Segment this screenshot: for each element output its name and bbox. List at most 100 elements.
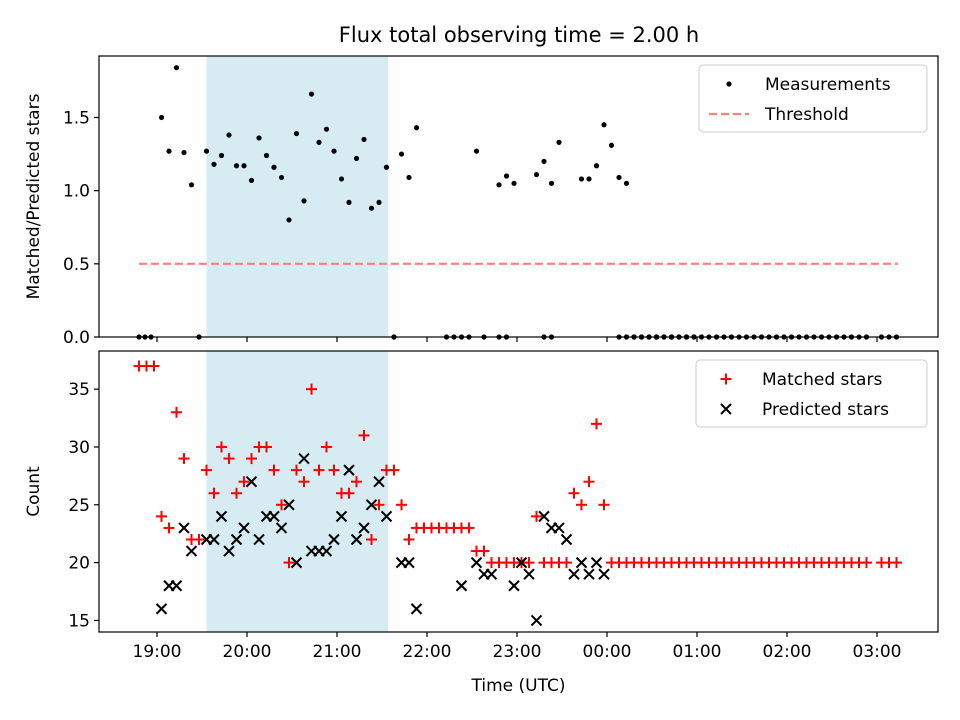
predicted-star-marker xyxy=(275,522,288,534)
x-b xyxy=(178,522,190,534)
measurement-point xyxy=(593,163,600,169)
predicted-star-marker xyxy=(238,522,250,534)
matched-star-marker xyxy=(171,406,182,418)
matched-star-marker xyxy=(861,557,872,569)
matched-star-marker xyxy=(193,533,205,545)
measurement-point xyxy=(181,149,187,156)
measurement-point xyxy=(586,176,592,182)
matched-star-marker xyxy=(358,429,370,441)
x-tick-label: 23:00 xyxy=(493,642,542,662)
x-b xyxy=(583,568,595,580)
predicted-star-marker xyxy=(508,580,520,592)
measurement-point xyxy=(406,174,412,181)
matched-star-marker xyxy=(351,476,362,488)
matched-star-marker xyxy=(576,499,587,511)
measurement-point xyxy=(218,152,225,159)
measurement-point xyxy=(473,148,480,154)
predicted-star-marker xyxy=(170,580,183,592)
measurement-point xyxy=(271,164,277,170)
measurement-point xyxy=(293,130,300,137)
legend: Matched stars Predicted stars xyxy=(695,359,928,428)
bottom-axes: 15 20 25 30 35 19:00 20:00 21:00 22:00 23:00 00:00… xyxy=(24,350,939,696)
y-axis-label: Matched/Predicted stars xyxy=(24,93,44,299)
x-b xyxy=(365,499,378,511)
matched-star-marker xyxy=(156,510,167,522)
x-b xyxy=(523,568,535,580)
y-tick-label: 0.5 xyxy=(63,255,90,275)
measurement-point xyxy=(188,182,195,188)
measurement-point xyxy=(601,122,607,128)
matched-star-marker xyxy=(591,418,602,430)
predicted-star-marker xyxy=(178,522,190,534)
matched-star-marker xyxy=(298,476,310,488)
matched-star-marker xyxy=(291,464,302,476)
matched-star-marker xyxy=(568,487,580,499)
measurement-point xyxy=(316,139,322,145)
matched-star-marker xyxy=(216,441,227,453)
measurement-point xyxy=(248,177,255,184)
predicted-star-marker xyxy=(230,533,243,546)
measurement-point xyxy=(413,125,420,131)
matched-star-marker xyxy=(478,545,490,557)
measurement-point xyxy=(173,65,180,71)
matched-star-marker xyxy=(403,533,415,545)
measurement-point xyxy=(308,91,315,97)
measurement-point xyxy=(376,199,382,205)
y-tick-label: 0.0 xyxy=(63,328,90,348)
predicted-star-marker xyxy=(343,464,355,476)
predicted-star-marker xyxy=(155,603,168,615)
predicted-star-marker xyxy=(208,533,220,546)
axes-frame xyxy=(98,350,939,633)
matched-star-marker xyxy=(396,499,407,511)
x-tick-label: 02:00 xyxy=(763,642,812,662)
x-b xyxy=(575,556,588,569)
x-b xyxy=(208,533,220,546)
x-b xyxy=(403,556,415,569)
matched-star-marker xyxy=(321,441,332,453)
x-tick-label: 20:00 xyxy=(223,642,272,662)
y-tick-label: 35 xyxy=(68,380,90,400)
x-b xyxy=(223,545,235,557)
matched-star-marker xyxy=(201,464,212,476)
legend: Measurements Threshold xyxy=(698,64,928,133)
predicted-star-marker xyxy=(268,510,280,523)
matched-star-marker xyxy=(231,487,242,499)
measurement-point xyxy=(578,176,585,182)
predicted-star-marker xyxy=(583,568,595,580)
highlight-span xyxy=(206,351,388,632)
predicted-star-marker xyxy=(515,556,528,569)
matched-star-marker xyxy=(178,453,190,465)
matched-star-marker xyxy=(891,557,902,569)
x-b xyxy=(155,603,168,615)
legend-marker-predicted xyxy=(720,403,732,415)
x-tick-label: 21:00 xyxy=(313,642,362,662)
x-b xyxy=(335,510,348,523)
x-b xyxy=(245,475,258,488)
predicted-star-marker xyxy=(380,510,393,523)
x-b xyxy=(598,568,610,580)
x-b xyxy=(268,510,280,523)
matched-star-marker xyxy=(388,464,400,476)
predicted-star-marker xyxy=(320,545,333,557)
legend-box xyxy=(698,64,928,133)
x-b xyxy=(290,556,303,569)
predicted-star-marker xyxy=(553,522,565,534)
x-b xyxy=(470,556,483,569)
x-b xyxy=(328,533,340,546)
x-b xyxy=(298,452,310,465)
matched-star-marker xyxy=(148,360,160,372)
matched-star-marker xyxy=(561,557,572,569)
measurement-point xyxy=(496,182,502,188)
x-tick-label: 19:00 xyxy=(133,642,182,662)
x-b xyxy=(185,545,198,557)
measurement-point xyxy=(158,114,165,121)
measurement-point xyxy=(533,171,540,178)
y-tick-label: 1.5 xyxy=(63,108,90,128)
measurement-point xyxy=(233,163,240,169)
measurement-point xyxy=(286,217,292,223)
matched-star-marker xyxy=(268,464,280,476)
matched-star-marker xyxy=(313,464,325,476)
measurement-point xyxy=(353,155,360,162)
measurement-point xyxy=(203,148,210,154)
